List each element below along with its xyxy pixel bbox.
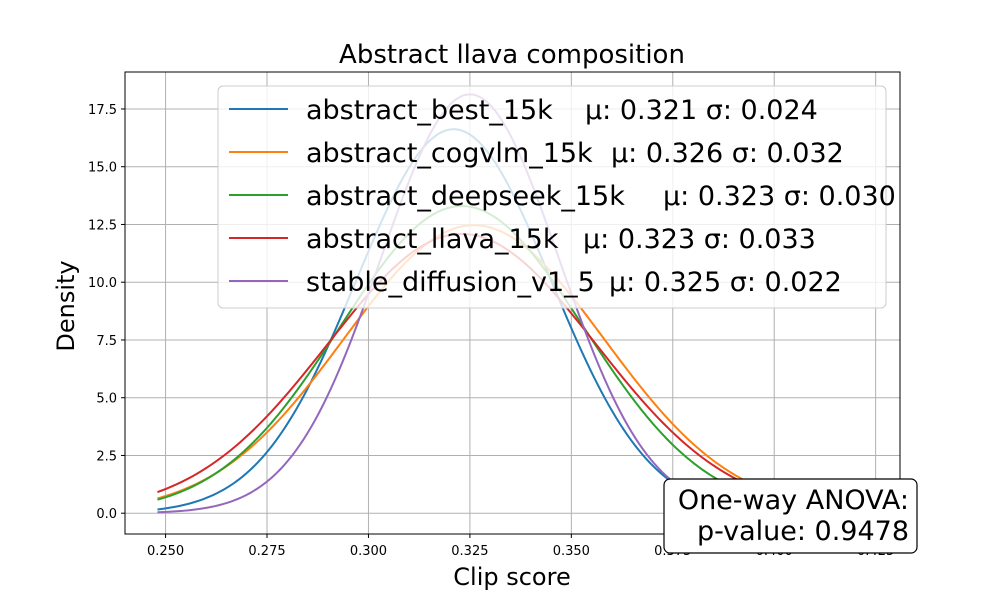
x-tick-label: 0.300	[350, 544, 387, 559]
anova-p-value: p-value: 0.9478	[697, 516, 909, 547]
legend-stats: μ: 0.323 σ: 0.033	[583, 224, 816, 255]
y-tick-label: 15.0	[88, 161, 117, 176]
chart-title: Abstract llava composition	[339, 40, 685, 70]
y-tick-label: 17.5	[88, 103, 117, 118]
anova-box	[663, 478, 918, 554]
x-axis-title: Clip score	[453, 563, 570, 591]
legend-label: abstract_cogvlm_15k	[306, 138, 593, 169]
y-tick-label: 0.0	[96, 507, 117, 522]
legend-label: abstract_llava_15k	[306, 224, 559, 255]
y-axis-title: Density	[52, 260, 80, 351]
x-tick-label: 0.350	[553, 544, 590, 559]
legend-stats: μ: 0.325 σ: 0.022	[609, 267, 842, 298]
y-tick-label: 7.5	[96, 334, 117, 349]
anova-title: One-way ANOVA:	[678, 485, 909, 516]
legend-label: abstract_best_15k	[306, 95, 553, 126]
axes-frame	[124, 71, 901, 535]
legend-label: abstract_deepseek_15k	[306, 181, 625, 212]
y-tick-label: 10.0	[88, 276, 117, 291]
legend-label: stable_diffusion_v1_5	[306, 267, 595, 298]
legend-box	[217, 85, 887, 309]
legend-stats: μ: 0.323 σ: 0.030	[663, 181, 896, 212]
y-tick-label: 2.5	[96, 449, 117, 464]
y-tick-label: 5.0	[96, 392, 117, 407]
y-tick-label: 12.5	[88, 218, 117, 233]
legend: abstract_best_15k μ: 0.321 σ: 0.024 abstra…	[217, 85, 896, 309]
anova-annotation: One-way ANOVA: p-value: 0.9478	[663, 478, 918, 554]
x-tick-label: 0.250	[147, 544, 184, 559]
x-tick-label: 0.275	[248, 544, 285, 559]
legend-stats: μ: 0.326 σ: 0.032	[611, 138, 844, 169]
x-tick-label: 0.325	[451, 544, 488, 559]
legend-stats: μ: 0.321 σ: 0.024	[585, 95, 818, 126]
